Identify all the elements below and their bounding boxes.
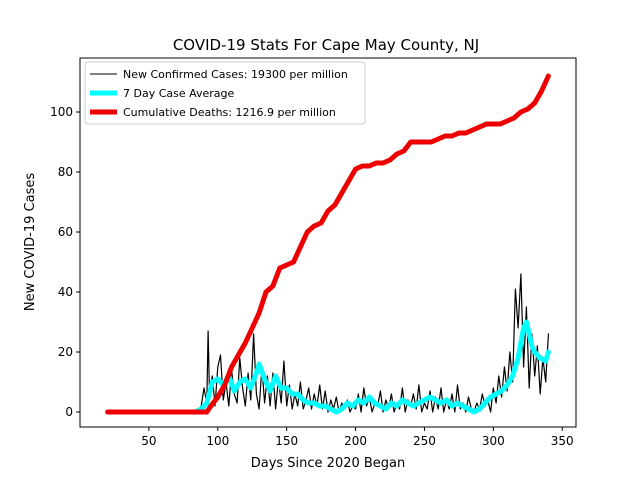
chart-title: COVID-19 Stats For Cape May County, NJ bbox=[173, 36, 479, 54]
legend-entry-daily-cases: New Confirmed Cases: 19300 per million bbox=[90, 68, 348, 81]
series-layer bbox=[105, 73, 551, 415]
x-axis-label: Days Since 2020 Began bbox=[251, 456, 406, 471]
legend-label-seven-day-average: 7 Day Case Average bbox=[123, 87, 235, 100]
x-tick-label: 150 bbox=[275, 434, 298, 448]
series-line-cumulative bbox=[105, 73, 551, 415]
x-tick-label: 100 bbox=[206, 434, 229, 448]
plot-area: 50 100 150 200 250 300 350 0 20 40 60 80 100 bbox=[50, 57, 577, 448]
legend-entry-seven-day-average: 7 Day Case Average bbox=[90, 87, 235, 100]
x-axis-ticks: 50 100 150 200 250 300 350 bbox=[141, 427, 574, 448]
legend-label-cumulative-deaths: Cumulative Deaths: 1216.9 per million bbox=[123, 106, 336, 119]
y-tick-label: 80 bbox=[58, 165, 73, 179]
series-line-daily bbox=[195, 273, 550, 413]
x-tick-label: 350 bbox=[551, 434, 574, 448]
y-tick-label: 40 bbox=[58, 285, 73, 299]
x-tick-label: 50 bbox=[141, 434, 156, 448]
legend-box bbox=[84, 61, 366, 125]
y-tick-label: 20 bbox=[58, 345, 73, 359]
x-tick-label: 200 bbox=[344, 434, 367, 448]
series-line-average bbox=[193, 319, 551, 415]
plot-frame bbox=[79, 57, 577, 428]
legend-label-daily-cases: New Confirmed Cases: 19300 per million bbox=[123, 68, 348, 81]
y-tick-label: 100 bbox=[50, 105, 73, 119]
y-tick-label: 0 bbox=[65, 405, 73, 419]
legend: New Confirmed Cases: 19300 per million 7… bbox=[84, 61, 366, 125]
y-axis-label: New COVID-19 Cases bbox=[23, 173, 38, 311]
x-tick-label: 300 bbox=[482, 434, 505, 448]
y-tick-label: 60 bbox=[58, 225, 73, 239]
legend-entry-cumulative-deaths: Cumulative Deaths: 1216.9 per million bbox=[90, 106, 336, 119]
y-axis-ticks: 0 20 40 60 80 100 bbox=[50, 105, 80, 419]
x-tick-label: 250 bbox=[413, 434, 436, 448]
